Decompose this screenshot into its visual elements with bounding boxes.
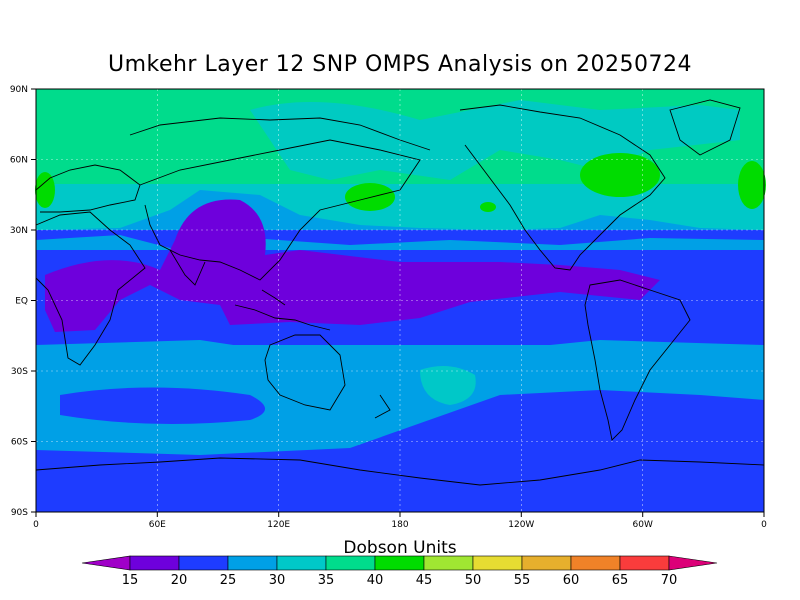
colorbar-swatch [276,555,327,571]
lat-label: 60S [11,438,28,448]
colorbar-level-label: 40 [367,573,384,588]
lon-label: 60E [149,520,166,530]
colorbar-low-arrow [81,555,131,571]
colorbar-level-label: 30 [269,573,286,588]
colorbar-title: Dobson Units [343,538,456,558]
lat-label: 60N [10,156,28,166]
lat-label: 90S [11,508,28,518]
lon-label: 0 [761,520,767,530]
lat-label: 30S [11,367,28,377]
colorbar-swatch [178,555,229,571]
lon-label: 120W [508,520,534,530]
map-title: Umkehr Layer 12 SNP OMPS Analysis on 202… [107,52,693,77]
colorbar-swatch [423,555,474,571]
colorbar-level-label: 25 [220,573,237,588]
colorbar-high-arrow [668,555,718,571]
latitude-labels: 90N 60N 30N EQ 30S 60S 90S [10,85,28,518]
lat-label: EQ [15,297,28,307]
colorbar-swatch [472,555,523,571]
colorbar-level-label: 15 [122,573,139,588]
colorbar: 15 20 25 30 35 40 45 50 55 60 65 70 [81,555,718,588]
colorbar-level-label: 70 [661,573,678,588]
colorbar-swatch [619,555,670,571]
lon-label: 180 [391,520,408,530]
coastlines [35,99,765,486]
longitude-labels: 0 60E 120E 180 120W 60W 0 [33,520,767,530]
tick-marks [31,88,765,517]
colorbar-level-label: 45 [416,573,433,588]
colorbar-level-label: 60 [563,573,580,588]
lat-label: 90N [10,85,28,95]
colorbar-level-label: 20 [171,573,188,588]
colorbar-level-label: 35 [318,573,335,588]
colorbar-swatch [129,555,180,571]
colorbar-level-label: 50 [465,573,482,588]
colorbar-swatch [570,555,621,571]
colorbar-swatch [521,555,572,571]
lon-label: 120E [267,520,290,530]
colorbar-swatch [374,555,425,571]
lon-label: 0 [33,520,39,530]
colorbar-level-label: 65 [612,573,629,588]
graticule [36,89,764,512]
colorbar-swatch [227,555,278,571]
lat-label: 30N [10,226,28,236]
colorbar-swatch [325,555,376,571]
colorbar-level-label: 55 [514,573,531,588]
lon-label: 60W [633,520,653,530]
